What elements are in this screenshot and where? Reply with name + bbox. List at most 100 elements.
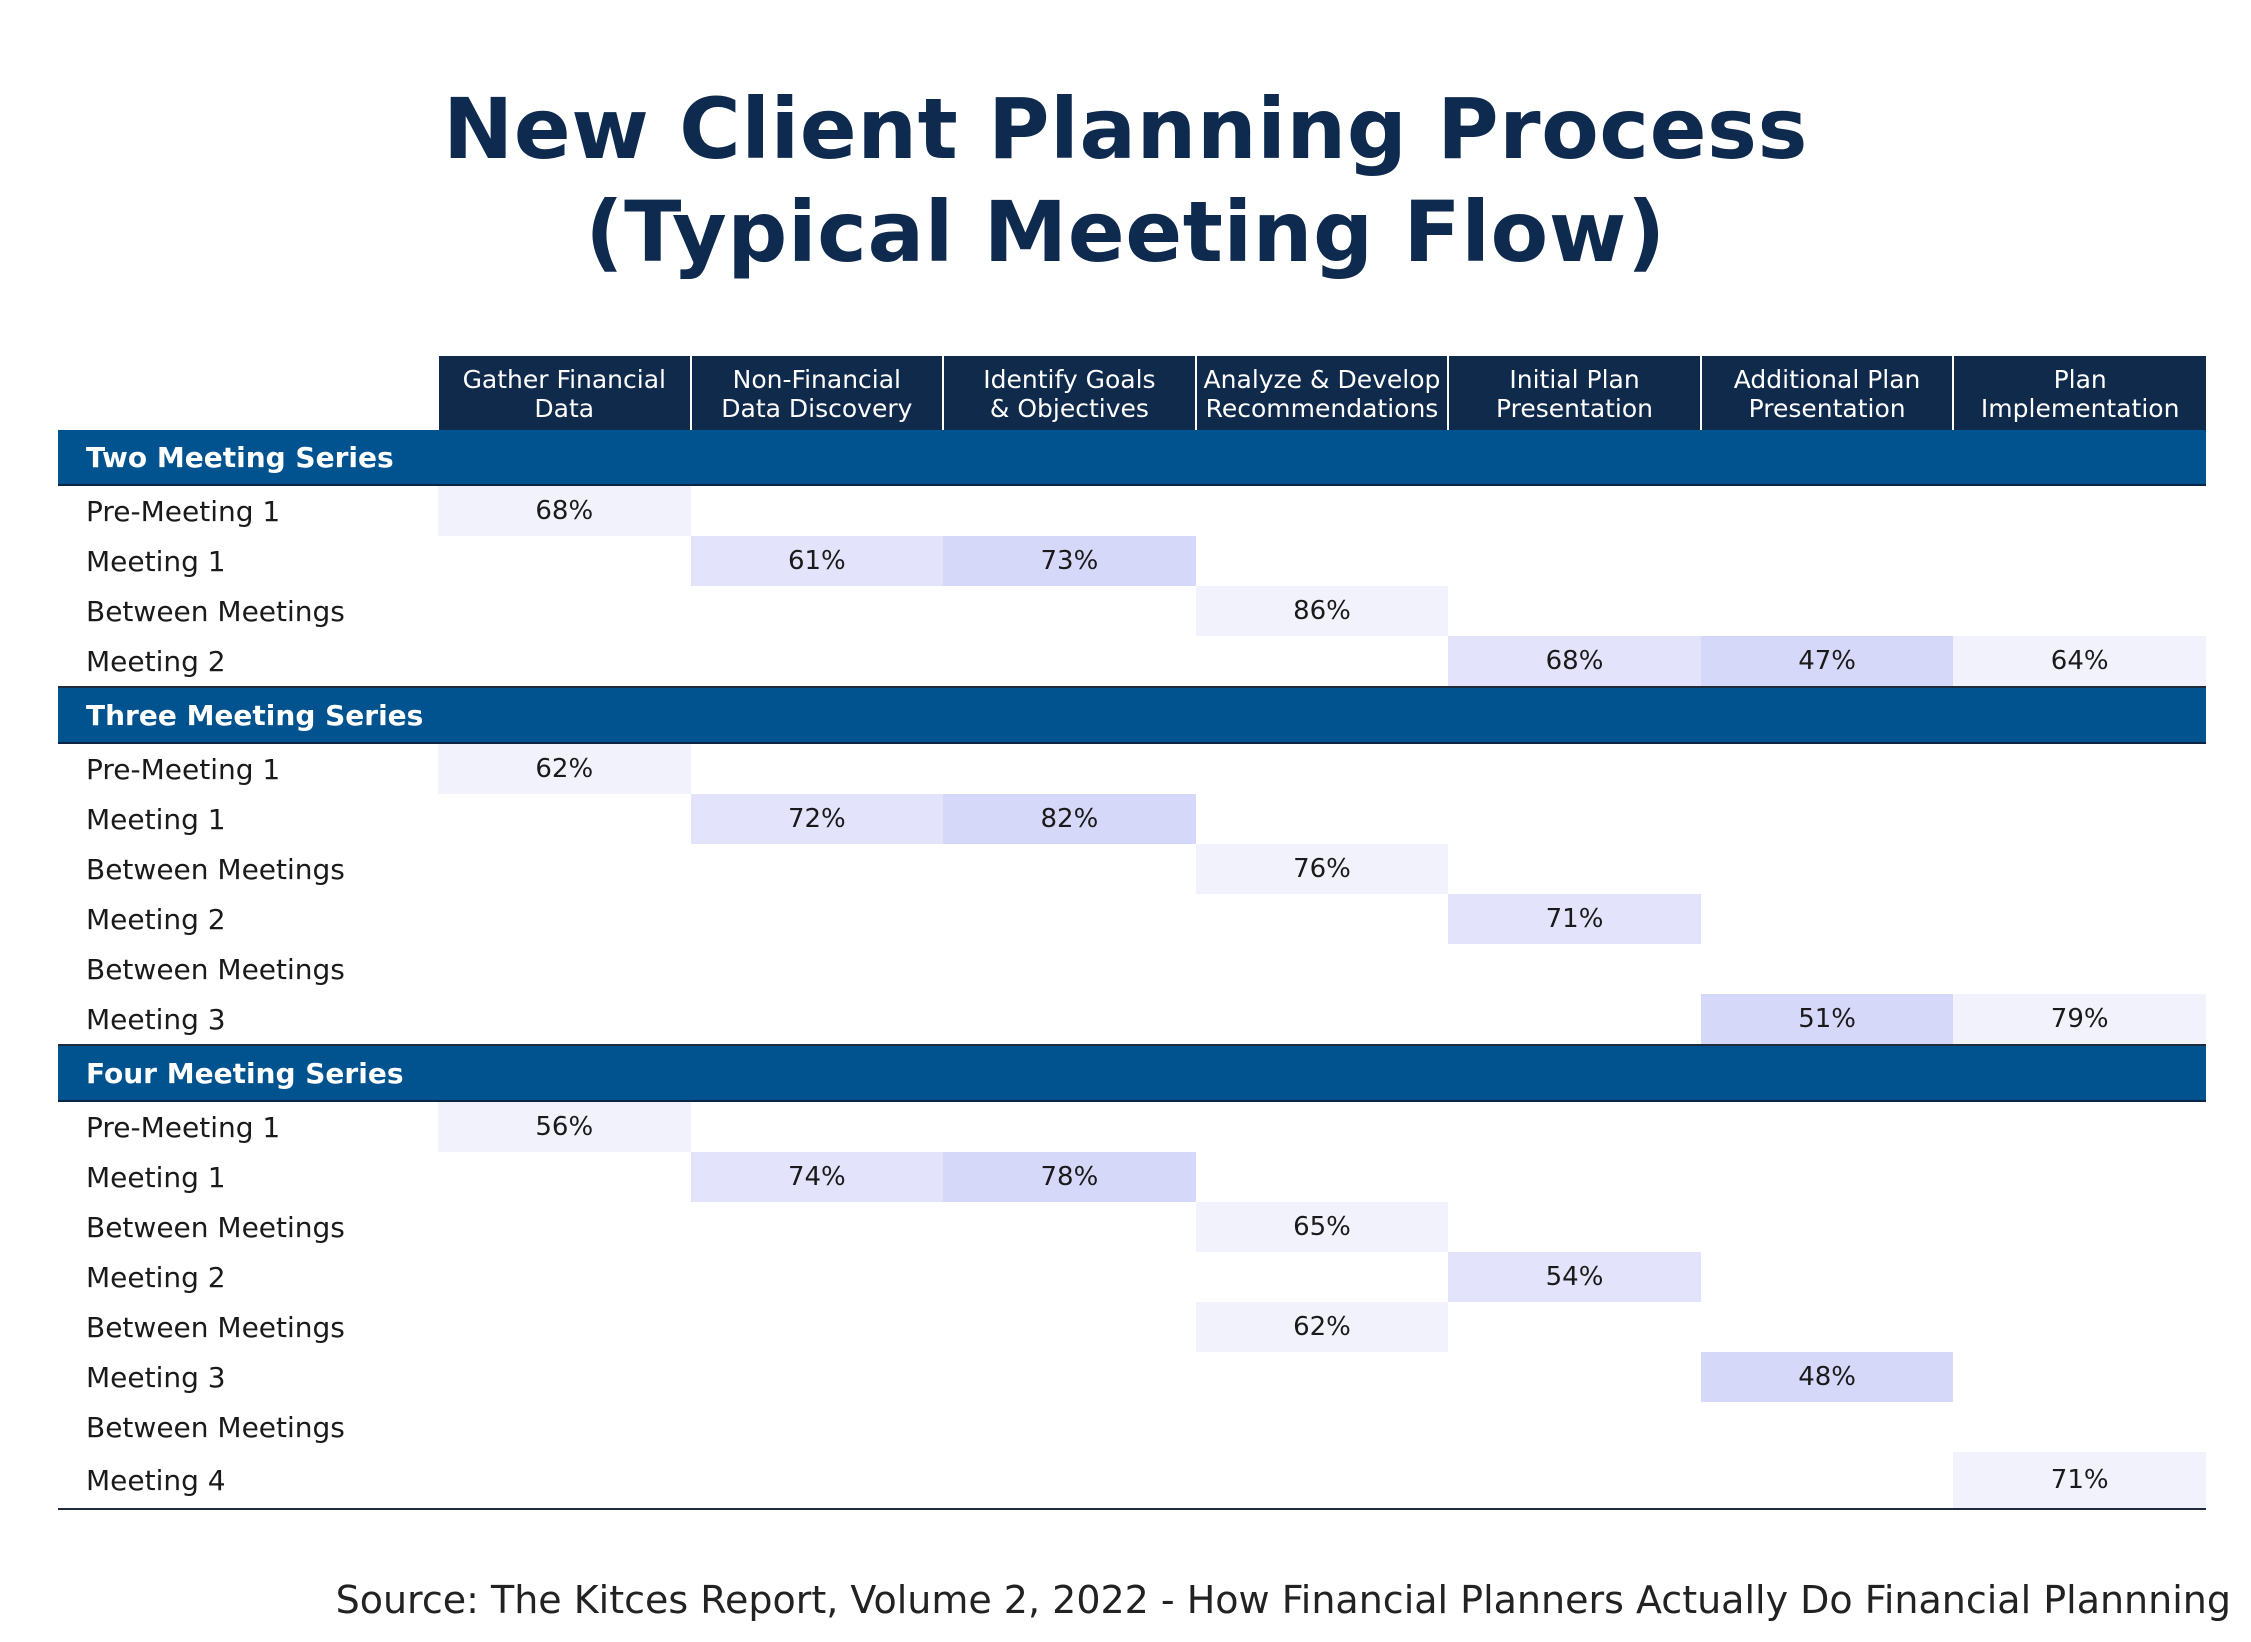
empty-cell xyxy=(1195,1452,1449,1510)
row-label: Between Meetings xyxy=(86,852,345,886)
percentage-cell: 78% xyxy=(943,1152,1196,1202)
empty-cell xyxy=(1448,1101,1701,1152)
column-header: Initial Plan Presentation xyxy=(1447,356,1701,430)
empty-cell xyxy=(943,1252,1196,1302)
empty-cell xyxy=(1701,844,1954,894)
empty-cell xyxy=(1448,586,1701,636)
table-row: Meeting 4 71% xyxy=(58,1452,2206,1510)
empty-cell xyxy=(1953,1302,2206,1352)
empty-cell xyxy=(1448,1302,1701,1352)
empty-cell xyxy=(1448,1152,1701,1202)
empty-cell xyxy=(1953,844,2206,894)
empty-cell xyxy=(691,1402,944,1452)
empty-cell xyxy=(438,1202,691,1252)
row-label: Meeting 3 xyxy=(58,994,438,1046)
column-header-line: Initial Plan xyxy=(1509,365,1640,394)
empty-cell xyxy=(1701,794,1954,844)
percentage-cell: 64% xyxy=(1953,636,2206,688)
empty-cell xyxy=(943,1352,1196,1402)
percentage-cell: 73% xyxy=(943,536,1196,586)
empty-cell xyxy=(691,1202,944,1252)
row-label: Between Meetings xyxy=(86,952,345,986)
empty-cell xyxy=(1195,636,1449,688)
column-header-line: Analyze & Develop xyxy=(1203,365,1441,394)
empty-cell xyxy=(1701,743,1954,794)
empty-cell xyxy=(1701,944,1954,994)
empty-cell xyxy=(1196,485,1449,536)
empty-cell xyxy=(1701,1402,1954,1452)
empty-cell xyxy=(943,1452,1196,1510)
empty-cell xyxy=(438,1452,691,1510)
table-row: Pre-Meeting 1 68% xyxy=(58,485,2206,536)
empty-cell xyxy=(1701,485,1954,536)
empty-cell xyxy=(943,1101,1196,1152)
row-label: Meeting 4 xyxy=(58,1452,438,1510)
row-label: Pre-Meeting 1 xyxy=(86,752,281,786)
empty-cell xyxy=(1953,944,2206,994)
column-header-line: Presentation xyxy=(1496,394,1654,423)
table-row: Pre-Meeting 1 56% xyxy=(58,1101,2206,1152)
empty-cell xyxy=(1701,894,1954,944)
percentage-cell: 71% xyxy=(1448,894,1701,944)
empty-cell xyxy=(691,944,944,994)
empty-cell xyxy=(1196,1402,1449,1452)
empty-cell xyxy=(691,1302,944,1352)
table-row: Between Meetings xyxy=(58,1402,2206,1452)
row-label: Pre-Meeting 1 xyxy=(86,1110,281,1144)
column-header: Non-Financial Data Discovery xyxy=(689,356,944,430)
column-header-line: Data xyxy=(534,394,595,423)
row-label: Meeting 1 xyxy=(86,1160,226,1194)
empty-cell xyxy=(690,994,944,1046)
empty-cell xyxy=(691,1252,944,1302)
empty-cell xyxy=(943,844,1196,894)
percentage-cell: 56% xyxy=(438,1101,691,1152)
table-row: Meeting 3 48% xyxy=(58,1352,2206,1402)
table-row: Between Meetings 76% xyxy=(58,844,2206,894)
empty-cell xyxy=(1196,944,1449,994)
column-header: Gather Financial Data xyxy=(437,356,691,430)
percentage-cell: 74% xyxy=(690,1152,944,1202)
row-label: Meeting 3 xyxy=(86,1360,226,1394)
row-label: Meeting 2 xyxy=(86,1260,226,1294)
empty-cell xyxy=(1196,536,1449,586)
empty-cell xyxy=(691,743,944,794)
percentage-cell: 82% xyxy=(943,794,1196,844)
empty-cell xyxy=(438,894,691,944)
row-label: Between Meetings xyxy=(86,594,345,628)
percentage-cell: 48% xyxy=(1700,1352,1954,1402)
empty-cell xyxy=(438,636,691,688)
empty-cell xyxy=(1196,743,1449,794)
empty-cell xyxy=(943,894,1196,944)
empty-cell xyxy=(1701,1252,1954,1302)
empty-cell xyxy=(1448,485,1701,536)
percentage-cell: 51% xyxy=(1700,994,1954,1046)
empty-cell xyxy=(1701,1101,1954,1152)
empty-cell xyxy=(438,794,691,844)
empty-cell xyxy=(438,1252,691,1302)
empty-cell xyxy=(438,994,691,1046)
percentage-cell: 47% xyxy=(1700,636,1954,688)
empty-cell xyxy=(690,636,944,688)
percentage-cell: 62% xyxy=(1195,1302,1449,1352)
row-label: Meeting 1 xyxy=(86,802,226,836)
empty-cell xyxy=(943,994,1196,1046)
empty-cell xyxy=(1701,1202,1954,1252)
percentage-cell: 68% xyxy=(438,485,691,536)
row-label: Meeting 2 xyxy=(86,902,226,936)
empty-cell xyxy=(438,1152,691,1202)
empty-cell xyxy=(1953,1152,2206,1202)
table-body: Two Meeting Series Pre-Meeting 1 68% Meetin… xyxy=(58,430,2206,1510)
title-line-2: (Typical Meeting Flow) xyxy=(585,183,1666,281)
empty-cell xyxy=(438,844,691,894)
empty-cell xyxy=(1195,994,1449,1046)
percentage-cell: 72% xyxy=(690,794,944,844)
empty-cell xyxy=(438,536,691,586)
empty-cell xyxy=(1953,743,2206,794)
table-row: Between Meetings 86% xyxy=(58,586,2206,636)
page-title: New Client Planning Process (Typical Mee… xyxy=(0,78,2251,284)
empty-cell xyxy=(1953,1402,2206,1452)
row-label: Meeting 2 xyxy=(58,636,438,688)
column-header-line: Presentation xyxy=(1748,394,1906,423)
empty-cell xyxy=(1953,1101,2206,1152)
section-title: Two Meeting Series xyxy=(58,430,2206,486)
